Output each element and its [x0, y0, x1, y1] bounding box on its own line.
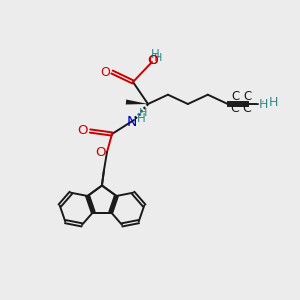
Text: H: H — [151, 47, 159, 61]
Text: O: O — [100, 65, 110, 79]
Text: C: C — [242, 103, 251, 116]
Text: C: C — [232, 89, 240, 103]
Text: O: O — [78, 124, 88, 137]
Text: · H: · H — [261, 97, 278, 110]
Text: C: C — [244, 89, 252, 103]
Text: C: C — [230, 103, 239, 116]
Text: O: O — [95, 146, 105, 160]
Text: H: H — [136, 112, 146, 124]
Text: N: N — [127, 115, 137, 129]
Text: O: O — [148, 55, 158, 68]
Text: ·H: ·H — [256, 98, 269, 110]
Text: O: O — [147, 55, 157, 68]
Text: H: H — [139, 108, 147, 118]
Text: H: H — [154, 53, 162, 63]
Polygon shape — [126, 100, 148, 104]
